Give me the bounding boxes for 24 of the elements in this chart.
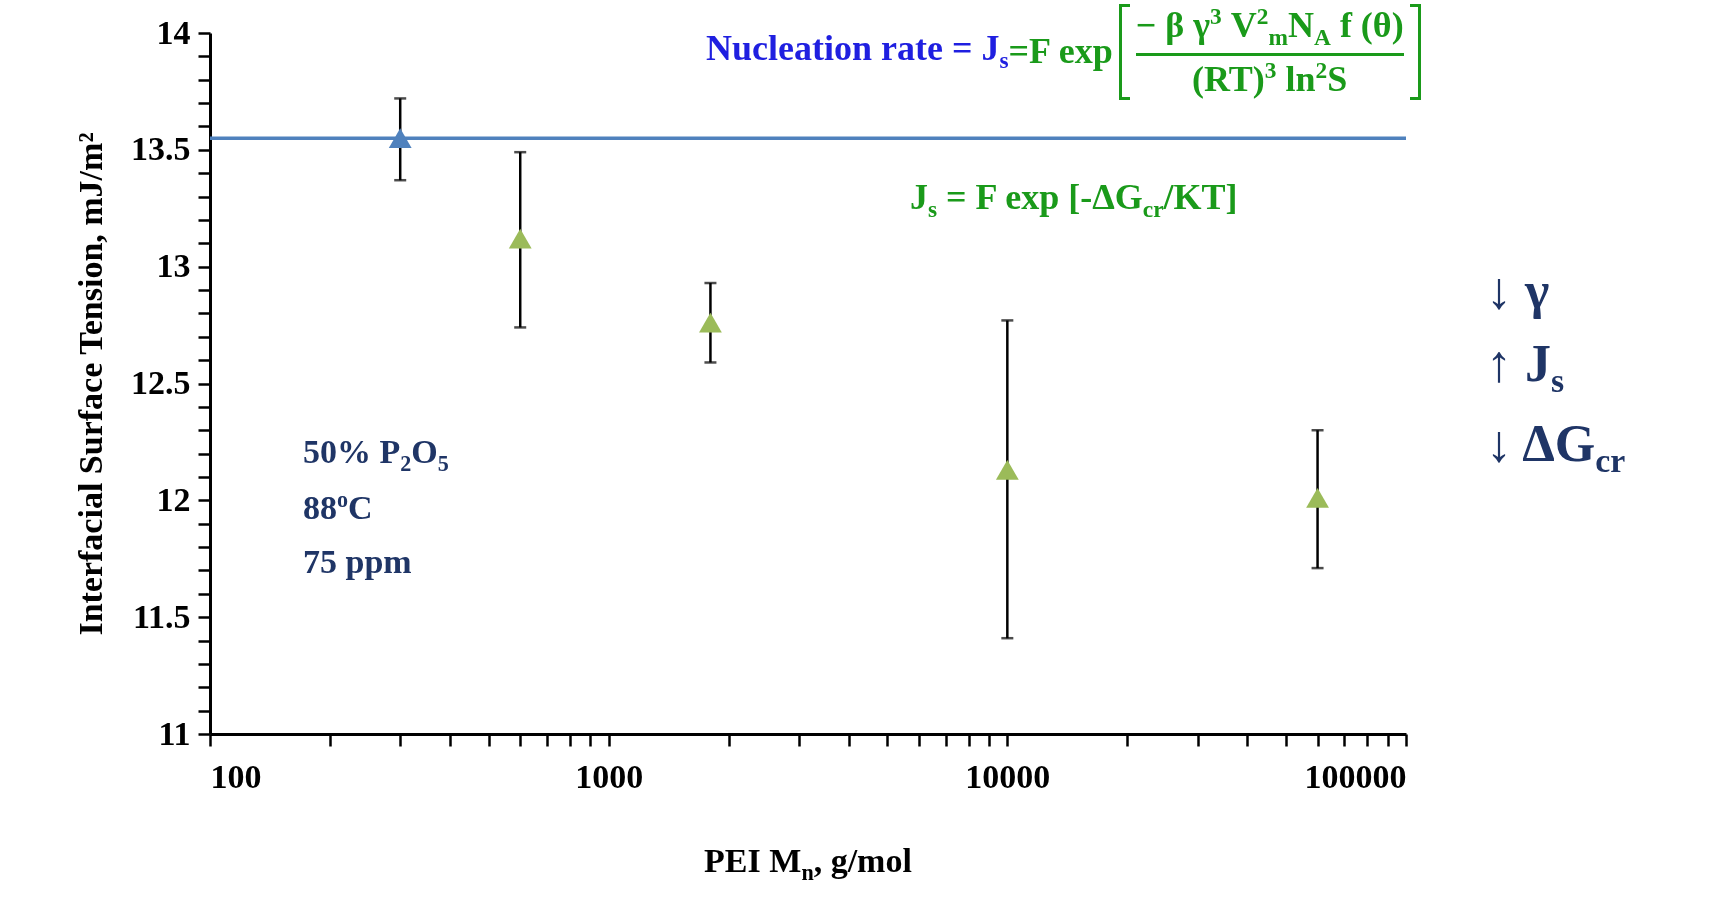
y-axis-title: Interfacial Surface Tension, mJ/m² — [72, 132, 109, 636]
text: ↓ γ — [1486, 262, 1550, 320]
annotation: − β γ$^{3}$ V$^{2}$$_{m}$N$_{A}$ f (θ) — [1135, 3, 1404, 51]
x-axis-title: PEI M$_{n}$, g/mol — [703, 842, 913, 886]
y-tick-label: 11.5 — [132, 597, 191, 635]
y-tick-label: 13 — [156, 247, 191, 285]
text: ↑ J$_{s}$ — [1486, 335, 1565, 400]
annotation: (RT)$^{3}$ ln$^{2}$S — [1192, 56, 1348, 100]
y-tick-label: 14 — [156, 13, 191, 51]
x-tick-label: 10000 — [965, 757, 1051, 795]
x-tick-label: 100000 — [1304, 757, 1407, 795]
annotation: 75 ppm — [303, 543, 412, 581]
annotation: 88$^{o}$C — [303, 487, 373, 527]
annotation: J$_{s}$ = F exp [-ΔG$_{cr}$/KT] — [910, 177, 1238, 223]
annotation: Nucleation rate = J$_{s}$ — [706, 28, 1009, 75]
text: ↓ ΔG$_{cr}$ — [1486, 415, 1626, 480]
y-tick-label: 12.5 — [131, 364, 191, 401]
y-tick-label: 12 — [156, 480, 191, 518]
x-tick-label: 100 — [210, 757, 262, 795]
annotation: 50% P$_{2}$O$_{5}$ — [303, 433, 449, 477]
annotation: =F exp — [1008, 30, 1113, 72]
x-tick-label: 1000 — [575, 757, 644, 795]
y-tick-label: 11 — [158, 714, 191, 752]
y-tick-label: 13.5 — [131, 130, 191, 168]
